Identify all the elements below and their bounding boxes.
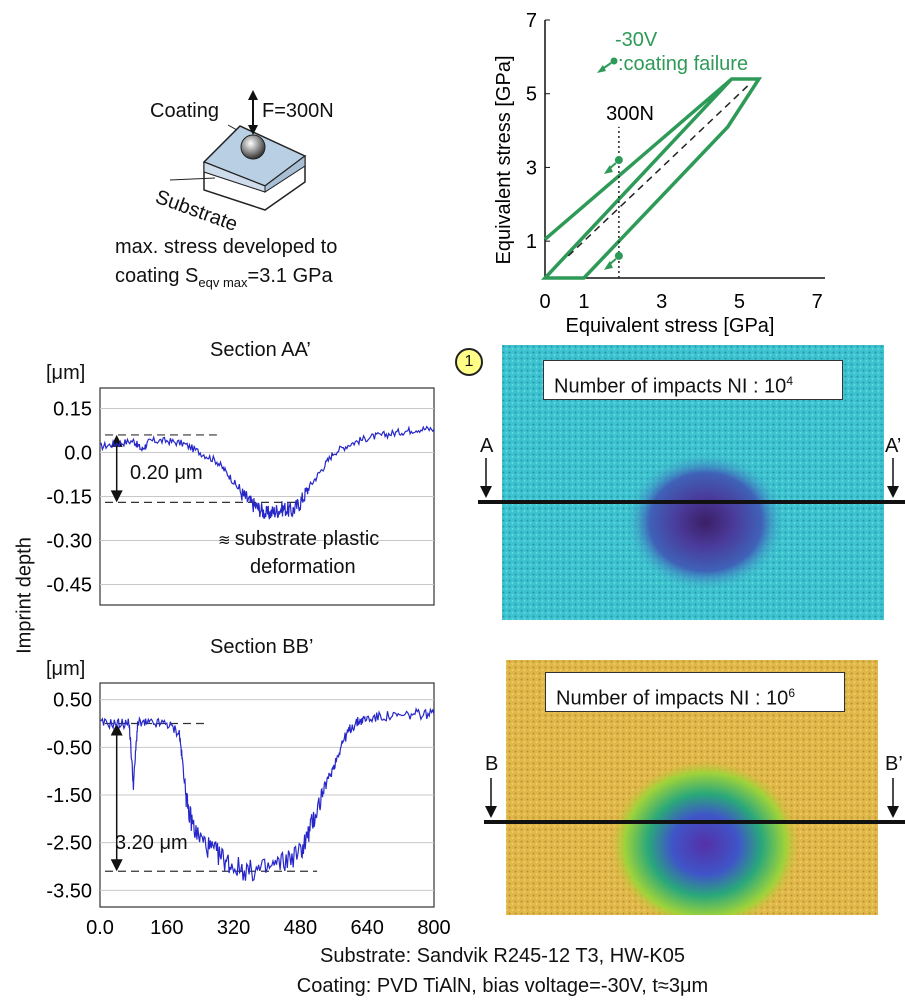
section-aa-y-tick: -0.15: [46, 487, 92, 509]
impacts-caption-top: Number of impacts NI : 104: [543, 360, 843, 400]
failure-point: [603, 156, 623, 175]
label-a-right: A’: [885, 435, 902, 457]
stress-series-solid: [540, 77, 763, 280]
section-bb-y-tick: -3.50: [46, 880, 92, 902]
stress-y-tick: 3: [526, 157, 537, 179]
section-bb-plot: 0.50 -0.50 -1.50 -2.50 -3.50 0.0 160 320 480 640 8…: [46, 682, 450, 939]
plastic-annotation-line2: deformation: [250, 556, 356, 578]
section-bb-x-tick: 160: [150, 917, 183, 939]
label-b-right: B’: [885, 753, 903, 775]
section-aa-y-tick: 0.0: [64, 443, 92, 465]
label-a-left: A: [480, 435, 494, 457]
stress-x-tick: 0: [539, 291, 550, 313]
indentation-schematic: [169, 90, 307, 211]
section-bb-profile-line: [99, 707, 435, 882]
max-stress-line1: max. stress developed to: [115, 236, 338, 258]
section-aa-dim-label: 0.20 μm: [130, 462, 203, 484]
section-bb-x-tick: 640: [351, 917, 384, 939]
stress-y-tick: 7: [526, 10, 537, 32]
section-aa-title: Section AA’: [210, 339, 311, 361]
section-aa-plot: 0.15 0.0 -0.15 -0.30 -0.45: [46, 387, 435, 606]
stress-chart-ylabel: Equivalent stress [GPa]: [493, 56, 515, 265]
impacts-caption-bottom: Number of impacts NI : 106: [545, 672, 845, 712]
stress-y-tick: 1: [526, 231, 537, 253]
section-bb-x-tick: 320: [217, 917, 250, 939]
section-aa-y-tick: 0.15: [53, 399, 92, 421]
section-bb-y-tick: -0.50: [46, 737, 92, 759]
section-aa-unit: [μm]: [46, 362, 86, 384]
load-label: 300N: [606, 103, 654, 125]
plastic-annotation-line1: ≋ substrate plastic: [218, 528, 380, 550]
section-bb-y-tick: -1.50: [46, 785, 92, 807]
label-b-left: B: [485, 753, 499, 775]
section-line-aa: [478, 500, 905, 504]
legend-failure: :coating failure: [618, 53, 748, 75]
section-bb-title: Section BB’: [210, 636, 314, 658]
footer-coating: Coating: PVD TiAlN, bias voltage=-30V, t…: [296, 975, 709, 997]
section-bb-x-tick: 0.0: [86, 917, 114, 939]
section-aa-y-tick: -0.45: [46, 574, 92, 596]
stress-chart: 0 1 3 5 7 1 3 5 7 Equivalent stress [GPa] Equiva…: [493, 10, 825, 337]
legend-failure-marker: [597, 57, 618, 73]
stress-series-dashed: [567, 82, 752, 257]
arrow-b-right-icon: [887, 778, 899, 818]
stress-x-tick: 1: [578, 291, 589, 313]
section-aa-y-tick: -0.30: [46, 530, 92, 552]
arrow-a-right-icon: [887, 458, 899, 498]
section-bb-dim-label: 3.20 μm: [115, 832, 188, 854]
stress-y-tick: 5: [526, 84, 537, 106]
section-bb-dimension-arrow: [110, 723, 123, 872]
section-bb-y-tick: 0.50: [53, 690, 92, 712]
force-label: F=300N: [262, 100, 334, 122]
marker-1-badge: 1: [455, 348, 483, 376]
failure-point: [603, 251, 623, 270]
squiggle-icon: ≋: [218, 532, 235, 549]
section-bb-x-tick: 480: [284, 917, 317, 939]
stress-chart-xlabel: Equivalent stress [GPa]: [566, 315, 775, 337]
arrow-b-left-icon: [485, 778, 497, 818]
section-bb-y-tick: -2.50: [46, 833, 92, 855]
arrow-a-left-icon: [480, 458, 492, 498]
section-aa-profile-line: [99, 425, 435, 520]
section-line-bb: [484, 820, 905, 824]
max-stress-line2: coating Seqv max=3.1 GPa: [115, 265, 333, 290]
stress-x-tick: 5: [734, 291, 745, 313]
stress-x-tick: 7: [812, 291, 823, 313]
footer-substrate: Substrate: Sandvik R245-12 T3, HW-K05: [320, 945, 685, 967]
section-bb-x-tick: 800: [417, 917, 450, 939]
stress-x-tick: 3: [656, 291, 667, 313]
legend-voltage: -30V: [615, 29, 658, 51]
section-bb-unit: [μm]: [46, 658, 86, 680]
coating-label: Coating: [150, 100, 219, 122]
